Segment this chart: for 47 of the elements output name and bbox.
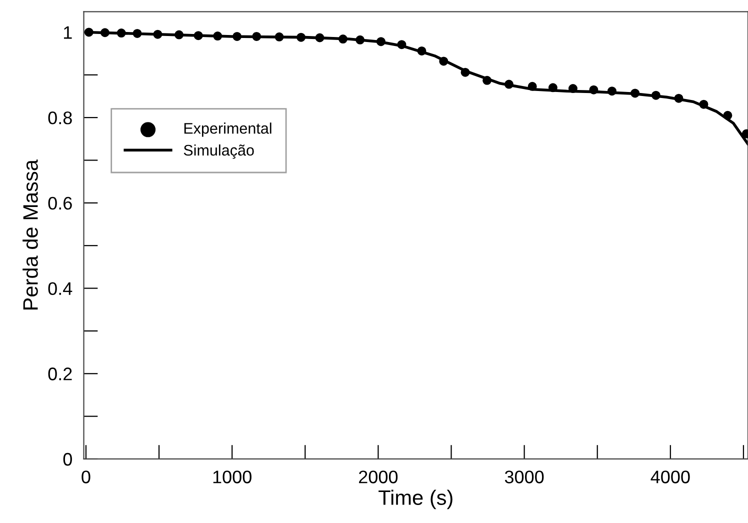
point: [100, 28, 110, 38]
x-axis-title: Time (s): [378, 490, 452, 510]
point: [356, 35, 365, 44]
y-tick-label: 1: [64, 26, 72, 39]
point: [397, 40, 406, 50]
y-tick-label: 0.2: [48, 368, 72, 380]
point: [376, 37, 386, 46]
point: [589, 85, 598, 94]
point: [315, 33, 324, 42]
point: [174, 30, 184, 40]
point: [232, 32, 242, 41]
x-tick-label: 2000: [359, 470, 398, 484]
point: [651, 90, 660, 100]
point: [482, 76, 492, 85]
x-tick-label: 1000: [213, 470, 252, 484]
point: [630, 88, 640, 98]
point: [296, 32, 306, 42]
point: [607, 86, 616, 96]
point: [132, 28, 142, 38]
y-axis-title: Perda de Massa: [22, 159, 38, 310]
point: [274, 32, 284, 42]
point: [528, 82, 537, 91]
point: [213, 32, 222, 41]
point: [252, 32, 262, 41]
point: [439, 56, 448, 66]
point: [674, 94, 684, 103]
x-tick-label: 4000: [650, 470, 690, 484]
point: [568, 84, 578, 94]
point: [116, 28, 126, 38]
point: [723, 110, 732, 120]
point: [194, 31, 203, 40]
y-tick-label: 0.4: [48, 282, 72, 295]
point: [153, 30, 162, 39]
point: [84, 28, 94, 37]
x-tick-label: 0: [82, 470, 90, 484]
x-tick-label: 3000: [504, 470, 544, 484]
point: [699, 100, 708, 109]
legend-label: Experimental: [184, 122, 272, 137]
y-tick-label: 0: [63, 452, 72, 466]
y-tick-label: 0.6: [48, 196, 72, 210]
y-tick-label: 0.8: [48, 111, 72, 124]
legend-label: Simulação: [184, 144, 254, 159]
point: [504, 80, 514, 89]
point: [417, 46, 426, 56]
point: [460, 68, 470, 77]
point: [548, 83, 558, 92]
point: [338, 34, 348, 44]
